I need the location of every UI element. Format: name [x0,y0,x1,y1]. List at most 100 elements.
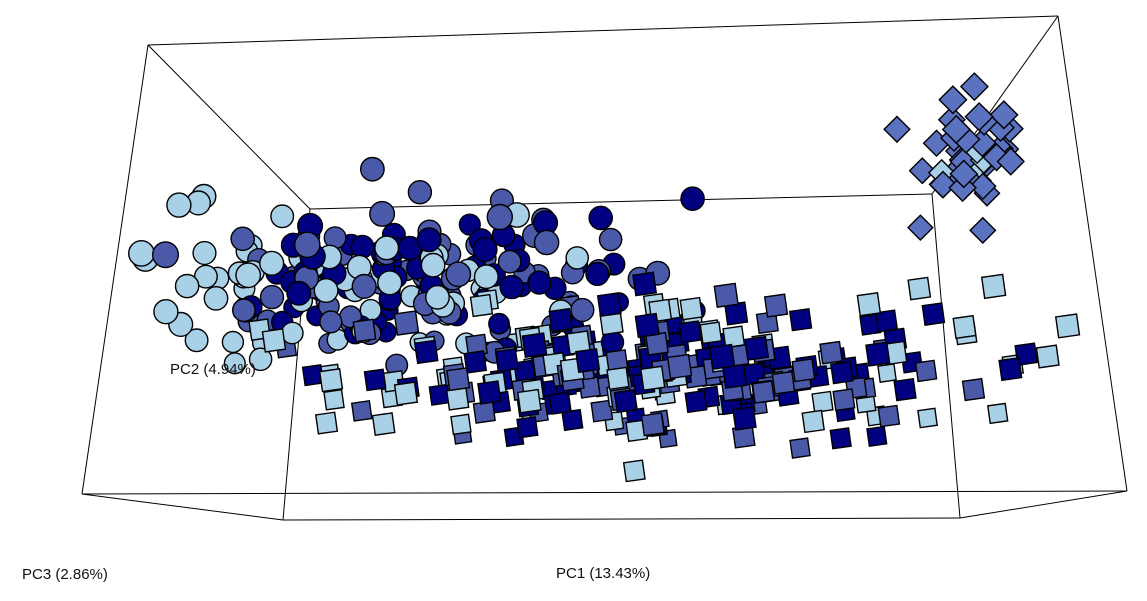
data-point-diamond-series-6-3 [959,72,989,102]
data-point-square-series-5-64 [877,363,897,383]
data-point-circle-series-1-12 [230,226,255,252]
data-point-diamond-series-6-12 [996,147,1025,176]
data-point-diamond-series-6-17 [883,115,911,144]
box-edge-back-bottom [282,517,961,521]
data-point-square-series-3-1 [788,308,813,332]
data-point-circle-series-1-37 [319,310,343,334]
data-point-square-series-5-14 [469,293,494,318]
data-point-square-series-5-62 [261,328,287,353]
box-edge-front-left [81,44,149,495]
data-point-diamond-series-6-25 [907,214,934,242]
data-point-square-series-4-38 [771,370,796,395]
data-point-circle-series-2-64 [374,235,400,261]
data-point-circle-series-2-53 [425,284,450,310]
data-point-square-series-5-35 [445,387,470,411]
data-point-diamond-series-6-30 [949,159,979,189]
data-point-circle-series-0-8 [286,280,312,306]
data-point-circle-series-0-6 [472,236,498,262]
data-point-circle-series-2-34 [313,278,339,304]
data-point-square-series-3-72 [998,357,1023,382]
box-edge-front-top [147,15,1059,46]
data-point-diamond-series-6-20 [938,85,968,115]
data-point-square-series-4-9 [350,400,373,422]
data-point-square-series-4-75 [789,437,811,459]
data-point-circle-series-2-23 [127,239,155,267]
data-point-square-series-5-78 [856,291,882,317]
data-point-circle-series-0-20 [680,186,705,211]
data-point-square-series-3-20 [548,307,573,333]
data-point-square-series-3-59 [744,335,770,361]
data-point-square-series-4-86 [819,340,843,365]
data-point-square-series-4-3 [472,400,496,424]
data-point-square-series-3-50 [921,302,946,326]
pc3-axis-label: PC3 (2.86%) [22,566,108,583]
data-point-circle-series-1-26 [407,179,433,205]
data-point-square-series-3-62 [709,343,736,370]
data-point-circle-series-2-30 [565,246,590,270]
data-point-circle-series-1-48 [151,241,179,269]
data-point-circle-series-2-56 [248,347,273,372]
data-point-square-series-3-65 [521,332,548,359]
data-point-circle-series-2-33 [203,285,229,311]
data-point-circle-series-1-14 [351,273,377,299]
box-edge-back-top [309,193,933,210]
data-point-circle-series-2-55 [184,328,209,353]
data-point-square-series-4-50 [914,359,938,383]
data-point-square-series-3-80 [830,360,854,385]
data-point-square-series-5-66 [640,365,666,391]
data-point-square-series-5-25 [1035,344,1060,369]
data-point-square-series-5-16 [323,388,345,411]
data-point-square-series-4-28 [713,282,739,308]
data-point-square-series-4-85 [832,388,856,412]
data-point-square-series-3-42 [632,271,658,297]
data-point-circle-series-0-36 [416,227,442,253]
data-point-circle-series-1-19 [293,231,321,259]
data-point-square-series-4-59 [590,399,614,423]
data-point-square-series-4-17 [393,310,420,336]
data-point-square-series-3-9 [494,348,519,373]
data-point-diamond-series-6-2 [969,172,997,201]
data-point-square-series-5-51 [393,381,419,406]
data-point-circle-series-2-2 [420,252,446,278]
data-point-square-series-5-79 [699,321,723,345]
data-point-square-series-5-9 [811,390,834,414]
plot-box-back-frame [81,15,1128,521]
data-point-circle-series-2-7 [192,240,217,266]
data-point-square-series-3-17 [575,348,601,374]
data-point-square-series-3-16 [684,389,708,414]
data-point-square-series-3-30 [516,416,539,439]
data-point-circle-series-1-39 [369,200,396,227]
data-point-square-series-5-56 [722,325,746,349]
data-point-square-series-4-1 [751,380,776,404]
data-point-square-series-5-47 [907,276,932,301]
data-point-square-series-4-65 [446,367,471,392]
data-point-square-series-5-54 [980,273,1007,300]
data-point-square-series-5-49 [1054,313,1081,339]
data-point-square-series-5-70 [314,411,339,435]
data-point-square-series-5-75 [318,368,344,393]
data-point-square-series-4-32 [666,353,693,380]
data-points [127,72,1081,483]
box-edge-front-right [1057,15,1128,492]
data-point-circle-series-2-16 [473,264,499,290]
data-point-diamond-series-6-23 [964,102,994,132]
pc2-axis-label: PC2 (4.94%) [170,361,256,378]
data-point-square-series-4-77 [352,318,377,343]
data-point-circle-series-0-69 [588,205,614,231]
data-point-square-series-4-52 [961,377,986,402]
data-point-circle-series-0-14 [585,261,610,286]
data-point-square-series-3-35 [865,341,891,367]
data-point-square-series-3-8 [829,427,852,450]
data-point-circle-series-2-47 [221,330,245,354]
data-point-circle-series-2-6 [166,192,192,218]
data-point-circle-series-1-0 [231,298,256,323]
data-point-square-series-5-26 [952,314,977,340]
data-point-square-series-4-84 [755,310,779,335]
data-point-square-series-3-68 [722,363,748,389]
data-point-square-series-3-61 [732,406,757,431]
data-point-square-series-4-0 [877,404,901,428]
data-point-circle-series-2-57 [259,250,285,276]
data-point-square-series-5-1 [917,407,939,429]
plot-box-front-frame [81,15,1128,495]
